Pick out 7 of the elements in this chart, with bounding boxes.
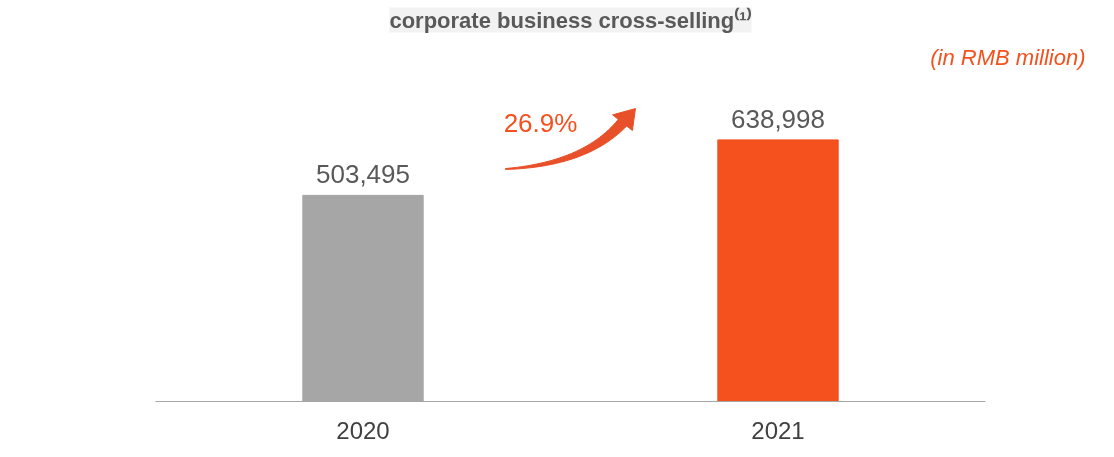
text: (in RMB million) <box>930 44 1086 70</box>
x-tick-label: 2020 <box>336 416 390 444</box>
chart-title: corporate business cross-selling⁽¹⁾ <box>389 6 752 33</box>
data-label: 638,998 <box>731 103 825 134</box>
text: 26.9% <box>503 107 578 138</box>
x-tick-label: 2021 <box>751 416 805 444</box>
data-label: 503,495 <box>316 159 410 190</box>
